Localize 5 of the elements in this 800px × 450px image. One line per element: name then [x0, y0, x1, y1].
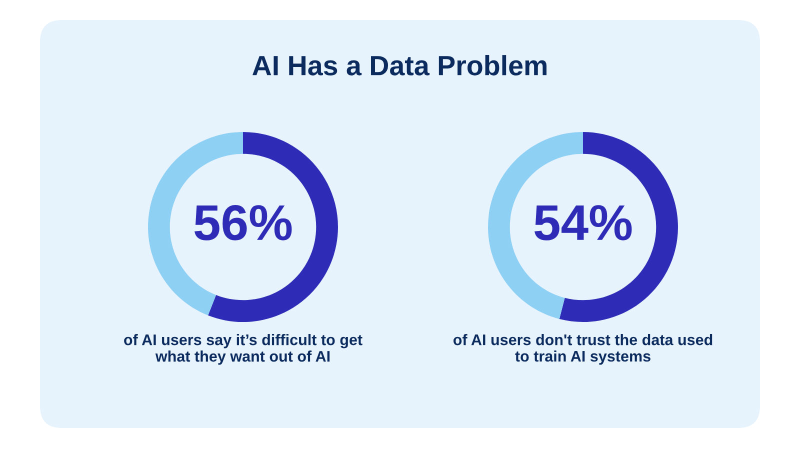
data-label: 56% — [194, 205, 292, 240]
text: AI Has a Data Problem — [252, 55, 546, 76]
data-label: 54% — [534, 205, 632, 240]
text: of AI users say it’s difficult to get what they want out of AI — [124, 334, 362, 365]
text: of AI users don't trust the data used to train AI systems — [453, 334, 712, 365]
